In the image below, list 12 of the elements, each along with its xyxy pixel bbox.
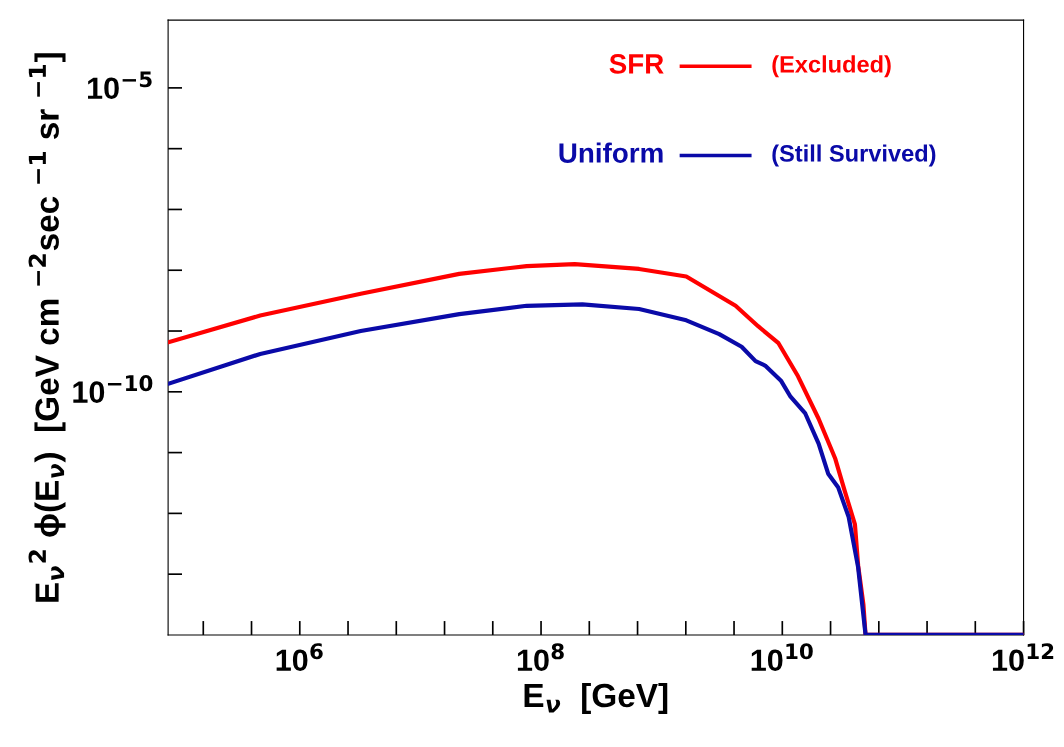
x-tick-label: 10$^{8}$ <box>517 643 564 672</box>
x-tick-label: 10$^{6}$ <box>276 643 323 672</box>
x-axis-title: E$_{ν}$ [GeV] <box>524 682 668 714</box>
text: E$_{ν}$$^{2}$ ϕ(E$_{ν}$) [GeV cm $^{−2}$sec $^{−1}$ sr $^{−1}$] <box>28 53 66 602</box>
y-tick-label: 10$^{−5}$ <box>88 71 152 100</box>
annotation: (Excluded) <box>772 55 891 78</box>
x-tick-label: 10$^{10}$ <box>751 643 813 672</box>
x-tick-label: 10$^{12}$ <box>992 643 1054 672</box>
annotation: (Still Survived) <box>772 144 936 167</box>
legend-label: Uniform <box>559 142 663 163</box>
legend-label: SFR <box>609 54 664 74</box>
y-tick-label: 10$^{−10}$ <box>73 375 153 403</box>
